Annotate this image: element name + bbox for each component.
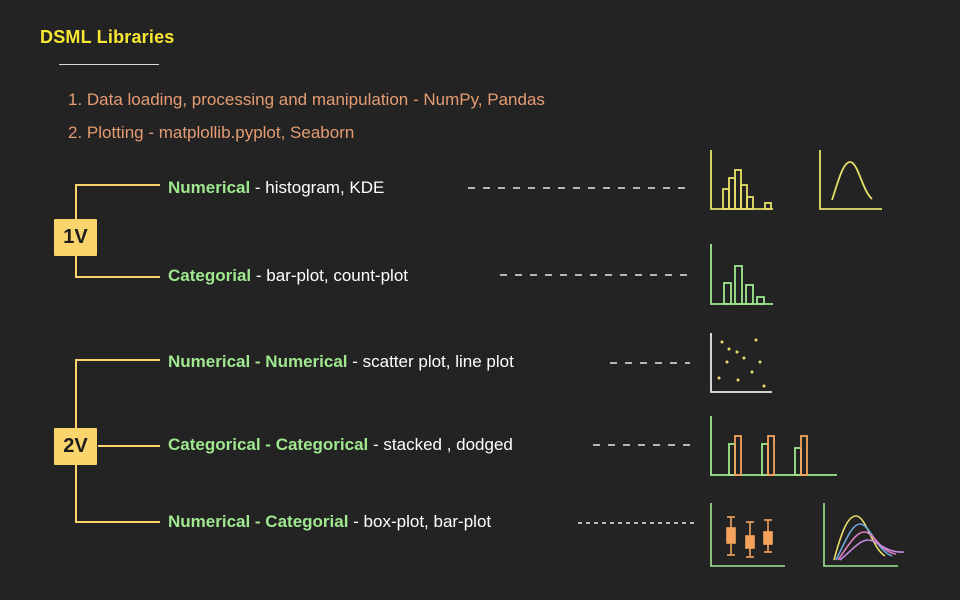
row-type-label: Categorial [168,266,252,285]
kde-curve-icon [819,150,882,210]
multi-kde-icon [823,503,905,567]
row-numerical: Numerical - histogram, KDE [168,178,384,198]
row-type-label: Numerical [168,178,251,197]
row-categorial: Categorial - bar-plot, count-plot [168,266,408,286]
title-underline [59,64,159,65]
row-type-label: Categorical - Categorical [168,435,369,454]
list-item-data-loading: 1. Data loading, processing and manipula… [68,90,545,109]
row-categorical-categorical: Categorical - Categorical - stacked , do… [168,435,513,455]
badge-2v: 2V [54,428,97,465]
scatter-plot-icon [710,333,772,393]
row-type-label: Numerical - Numerical [168,352,348,371]
row-plot-types: - scatter plot, line plot [347,352,514,371]
row-plot-types: - stacked , dodged [368,435,513,454]
row-numerical-numerical: Numerical - Numerical - scatter plot, li… [168,352,514,372]
page-title: DSML Libraries [40,27,175,47]
list-item-plotting: 2. Plotting - matplollib.pyplot, Seaborn [68,123,355,142]
row-type-label: Numerical - Categorial [168,512,349,531]
row-plot-types: - histogram, KDE [250,178,385,197]
row-plot-types: - box-plot, bar-plot [348,512,492,531]
box-plot-icon [710,503,785,567]
histogram-icon [710,150,773,210]
row-plot-types: - bar-plot, count-plot [251,266,408,285]
badge-1v: 1V [54,219,97,256]
dodged-bar-icon [710,416,837,476]
bar-plot-icon [710,244,773,305]
row-numerical-categorial: Numerical - Categorial - box-plot, bar-p… [168,512,491,532]
